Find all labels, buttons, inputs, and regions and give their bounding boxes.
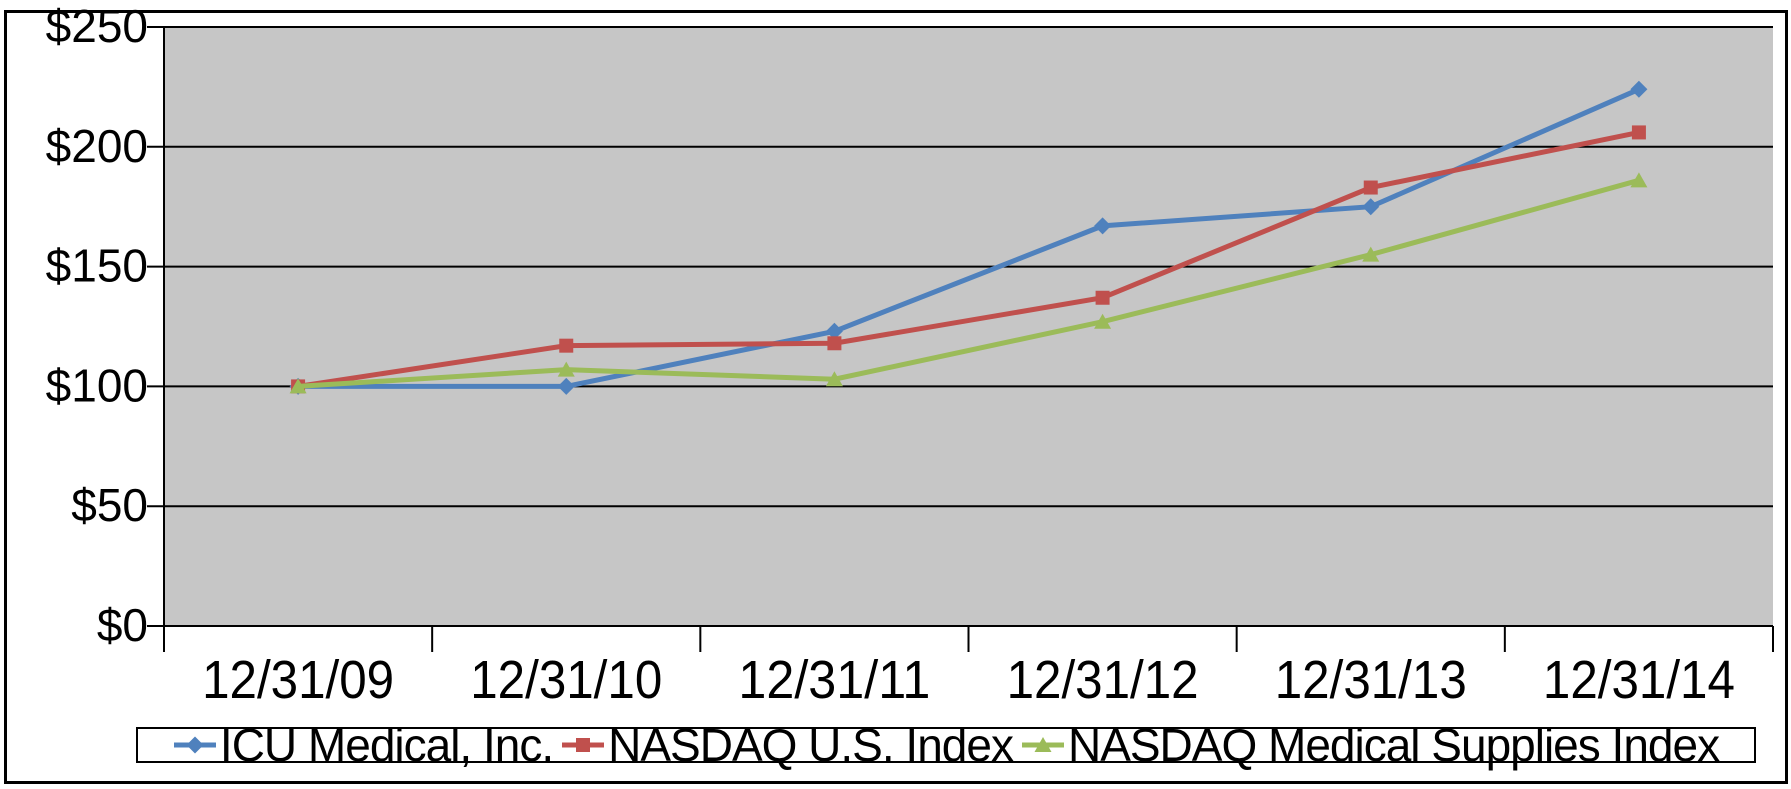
series-marker-icu-medical-inc-2 xyxy=(825,322,843,340)
legend-marker-square-icon xyxy=(562,738,605,752)
y-axis-label-200: $200 xyxy=(46,120,148,172)
legend-marker-triangle-icon xyxy=(1021,737,1064,752)
series-line-nasdaq-u-s-index xyxy=(297,129,1640,389)
legend-item-label: ICU Medical, Inc. xyxy=(219,719,554,771)
series-marker-nasdaq-u-s-index-4 xyxy=(1363,180,1378,195)
x-axis-label-12-31-10: 12/31/10 xyxy=(470,650,662,710)
series-line-nasdaq-medical-supplies-index xyxy=(297,177,1640,389)
legend-marker-glyph xyxy=(1034,737,1052,752)
series-marker-nasdaq-medical-supplies-index-4 xyxy=(1362,246,1380,262)
legend-marker-glyph xyxy=(576,738,591,752)
legend-marker-glyph xyxy=(186,736,204,754)
series-marker-icu-medical-inc-5 xyxy=(1630,80,1648,98)
legend: ICU Medical, Inc. NASDAQ U.S. Index NASDAQ… xyxy=(136,722,1756,768)
x-axis-label-12-31-13: 12/31/13 xyxy=(1275,650,1467,710)
series-marker-nasdaq-medical-supplies-index-0 xyxy=(289,378,307,394)
y-axis-label-0: $0 xyxy=(97,599,148,651)
series-marker-icu-medical-inc-4 xyxy=(1362,198,1380,216)
series-marker-nasdaq-medical-supplies-index-2 xyxy=(825,371,843,387)
x-axis-label-12-31-12: 12/31/12 xyxy=(1007,650,1199,710)
series-line-icu-medical-inc xyxy=(298,87,1640,389)
series-marker-icu-medical-inc-3 xyxy=(1094,217,1112,235)
series-marker-icu-medical-inc-1 xyxy=(557,377,575,395)
x-axis-label-12-31-11: 12/31/11 xyxy=(738,650,930,710)
x-axis-label-12-31-09: 12/31/09 xyxy=(202,650,394,710)
legend-item-label: NASDAQ U.S. Index xyxy=(608,719,1014,771)
series-marker-nasdaq-medical-supplies-index-1 xyxy=(557,361,575,377)
legend-item-nasdaq-medical-supplies-index: NASDAQ Medical Supplies Index xyxy=(1021,719,1720,771)
legend-item-nasdaq-u-s-index: NASDAQ U.S. Index xyxy=(561,719,1014,771)
series-marker-nasdaq-u-s-index-2 xyxy=(827,336,842,351)
legend-item-label: NASDAQ Medical Supplies Index xyxy=(1067,719,1720,771)
legend-item-icu-medical-inc: ICU Medical, Inc. xyxy=(173,719,554,771)
y-axis-label-150: $150 xyxy=(46,240,148,292)
y-axis-label-50: $50 xyxy=(71,479,148,531)
legend-marker-diamond-icon xyxy=(173,736,216,754)
y-axis-label-250: $250 xyxy=(46,0,148,52)
plot-area-background xyxy=(164,27,1773,626)
series-marker-nasdaq-u-s-index-3 xyxy=(1095,290,1110,305)
y-axis-label-100: $100 xyxy=(46,359,148,411)
series-marker-nasdaq-medical-supplies-index-5 xyxy=(1630,172,1648,188)
x-axis-label-12-31-14: 12/31/14 xyxy=(1543,650,1735,710)
series-marker-nasdaq-u-s-index-1 xyxy=(559,338,574,353)
series-marker-nasdaq-u-s-index-5 xyxy=(1631,125,1646,140)
series-marker-nasdaq-medical-supplies-index-3 xyxy=(1094,313,1112,329)
